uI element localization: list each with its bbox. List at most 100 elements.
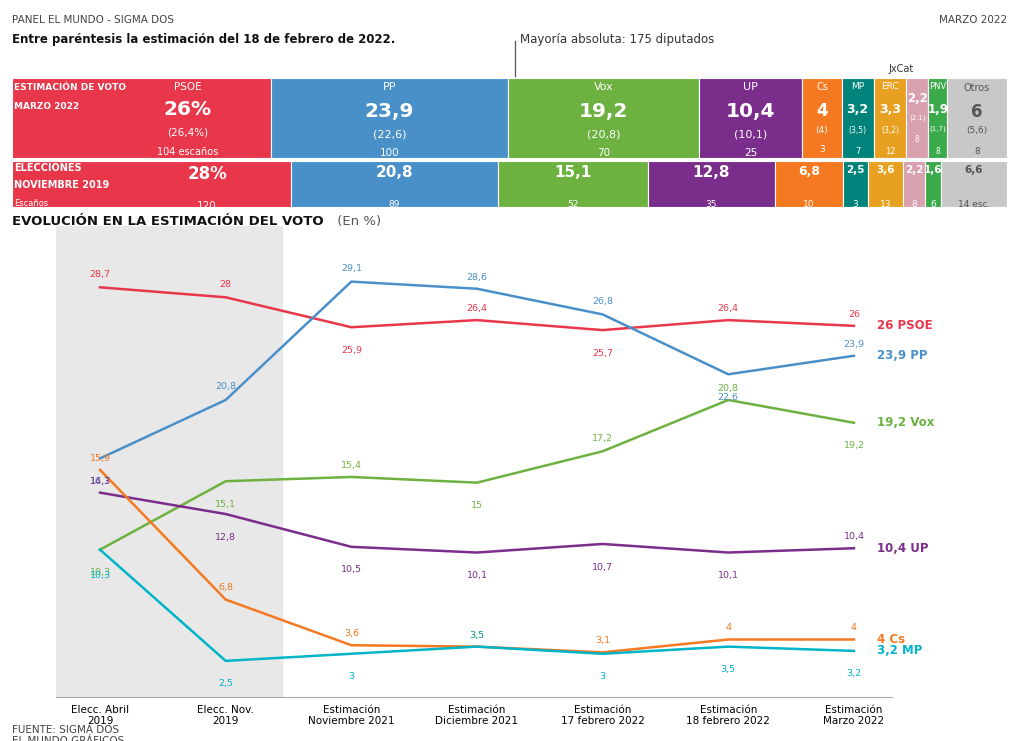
Text: 3,6: 3,6 bbox=[343, 629, 359, 638]
Text: 10,5: 10,5 bbox=[340, 565, 362, 574]
Text: 7: 7 bbox=[855, 147, 860, 156]
Bar bbox=[903, 161, 925, 207]
Text: 14 esc.: 14 esc. bbox=[958, 201, 990, 210]
Text: 10,3: 10,3 bbox=[90, 571, 111, 580]
Text: 26,8: 26,8 bbox=[592, 297, 613, 306]
Text: 1,9: 1,9 bbox=[927, 104, 949, 116]
Text: 3,5: 3,5 bbox=[470, 631, 485, 639]
Text: PANEL EL MUNDO - SIGMA DOS: PANEL EL MUNDO - SIGMA DOS bbox=[12, 15, 174, 24]
Text: 10: 10 bbox=[803, 201, 814, 210]
Bar bbox=[873, 78, 907, 158]
Text: 20,8: 20,8 bbox=[375, 165, 413, 181]
Text: 3: 3 bbox=[819, 145, 824, 154]
Text: 3,5: 3,5 bbox=[720, 665, 736, 674]
Text: (En %): (En %) bbox=[333, 215, 381, 228]
Text: NOVIEMBRE 2019: NOVIEMBRE 2019 bbox=[13, 180, 109, 190]
Text: 1,6: 1,6 bbox=[924, 165, 943, 176]
Text: 8: 8 bbox=[915, 136, 920, 144]
Bar bbox=[775, 161, 843, 207]
Text: 19,2: 19,2 bbox=[844, 442, 864, 451]
Text: 23,9 PP: 23,9 PP bbox=[876, 349, 927, 362]
Text: (10,1): (10,1) bbox=[734, 129, 767, 139]
Text: 6,8: 6,8 bbox=[218, 583, 233, 593]
Text: 10,1: 10,1 bbox=[717, 571, 739, 580]
Text: 6,8: 6,8 bbox=[798, 165, 820, 179]
Text: 26 PSOE: 26 PSOE bbox=[876, 319, 932, 332]
Text: 12,8: 12,8 bbox=[693, 165, 731, 181]
Text: EVOLUCIÓN EN LA ESTIMACIÓN DEL VOTO: EVOLUCIÓN EN LA ESTIMACIÓN DEL VOTO bbox=[12, 215, 324, 228]
Text: 10,7: 10,7 bbox=[592, 562, 613, 571]
Text: 8: 8 bbox=[974, 147, 980, 156]
Text: Vox: Vox bbox=[593, 82, 613, 92]
Text: MARZO 2022: MARZO 2022 bbox=[14, 102, 79, 111]
Text: 16,7: 16,7 bbox=[90, 477, 110, 486]
Text: 70: 70 bbox=[597, 148, 610, 159]
Text: 25,9: 25,9 bbox=[340, 346, 362, 355]
Text: JxCat: JxCat bbox=[889, 64, 914, 74]
Text: 28: 28 bbox=[220, 280, 231, 289]
Text: 8: 8 bbox=[935, 147, 941, 156]
Text: 6,6: 6,6 bbox=[965, 165, 983, 176]
Text: 100: 100 bbox=[379, 148, 399, 159]
Text: 89: 89 bbox=[388, 201, 399, 210]
Text: 10,4: 10,4 bbox=[726, 102, 775, 121]
Text: PSOE: PSOE bbox=[174, 82, 202, 92]
Bar bbox=[163, 226, 282, 697]
Text: 8: 8 bbox=[911, 201, 917, 210]
Text: 28%: 28% bbox=[187, 165, 227, 182]
Bar bbox=[947, 78, 1007, 158]
Text: 4: 4 bbox=[816, 102, 827, 120]
Text: (20,8): (20,8) bbox=[587, 129, 621, 139]
Text: 3,5: 3,5 bbox=[470, 631, 485, 639]
Text: 104 escaños: 104 escaños bbox=[157, 147, 218, 156]
Text: 19,2 Vox: 19,2 Vox bbox=[876, 416, 934, 429]
Text: 6: 6 bbox=[971, 104, 982, 122]
Text: Otros: Otros bbox=[964, 84, 990, 93]
Text: PNV: PNV bbox=[929, 82, 947, 91]
Text: (1,7): (1,7) bbox=[929, 126, 946, 133]
Text: 120: 120 bbox=[198, 201, 217, 211]
Bar bbox=[648, 161, 775, 207]
Text: 17,2: 17,2 bbox=[592, 433, 613, 442]
Bar bbox=[928, 78, 947, 158]
Text: 20,8: 20,8 bbox=[717, 384, 739, 393]
Text: 3,2: 3,2 bbox=[847, 104, 869, 116]
Bar bbox=[271, 78, 508, 158]
Bar bbox=[867, 161, 903, 207]
Text: (3,5): (3,5) bbox=[849, 126, 867, 135]
Text: 26,4: 26,4 bbox=[717, 304, 739, 313]
Bar bbox=[497, 161, 648, 207]
Text: 15,1: 15,1 bbox=[554, 165, 591, 181]
Text: Entre paréntesis la estimación del 18 de febrero de 2022.: Entre paréntesis la estimación del 18 de… bbox=[12, 33, 395, 46]
Text: PP: PP bbox=[382, 82, 396, 92]
Bar bbox=[12, 161, 290, 207]
Text: UP: UP bbox=[743, 82, 758, 92]
Text: 20,8: 20,8 bbox=[215, 382, 236, 391]
Text: Cs: Cs bbox=[816, 82, 827, 92]
Text: 35: 35 bbox=[705, 201, 717, 210]
Text: ESTIMACIÓN DE VOTO: ESTIMACIÓN DE VOTO bbox=[14, 84, 126, 93]
Text: 19,2: 19,2 bbox=[579, 102, 628, 121]
Text: 29,1: 29,1 bbox=[340, 264, 362, 273]
Text: 26,4: 26,4 bbox=[467, 304, 487, 313]
Bar bbox=[925, 161, 942, 207]
Bar bbox=[942, 161, 1007, 207]
Bar bbox=[290, 161, 497, 207]
Text: 28,6: 28,6 bbox=[467, 273, 487, 282]
Bar bbox=[843, 161, 867, 207]
Text: 2,2: 2,2 bbox=[905, 165, 923, 176]
Text: 3,6: 3,6 bbox=[876, 165, 895, 176]
Text: FUENTE: SIGMA DOS
EL MUNDO GRÁFICOS: FUENTE: SIGMA DOS EL MUNDO GRÁFICOS bbox=[12, 725, 124, 741]
Text: (5,6): (5,6) bbox=[966, 126, 987, 135]
Text: 15,1: 15,1 bbox=[215, 499, 236, 509]
Text: 22,6: 22,6 bbox=[717, 393, 739, 402]
Text: 15,9: 15,9 bbox=[90, 453, 110, 462]
Text: (26,4%): (26,4%) bbox=[167, 127, 209, 137]
Text: (22,6): (22,6) bbox=[373, 129, 406, 139]
Text: MARZO 2022: MARZO 2022 bbox=[938, 15, 1007, 24]
Text: 13: 13 bbox=[879, 201, 892, 210]
Text: 3,2 MP: 3,2 MP bbox=[876, 645, 922, 657]
Text: 10,4: 10,4 bbox=[844, 532, 864, 541]
Text: 23,9: 23,9 bbox=[365, 102, 414, 121]
Text: MP: MP bbox=[851, 82, 864, 91]
